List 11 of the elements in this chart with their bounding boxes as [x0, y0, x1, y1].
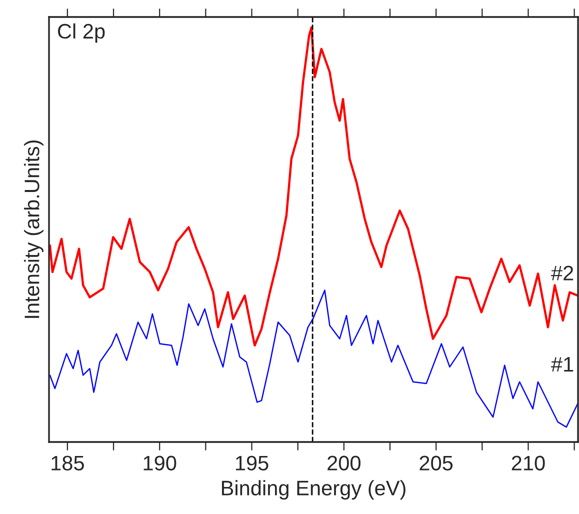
- x-tick-label: 205: [420, 456, 453, 470]
- x-tick-label: 190: [144, 456, 176, 470]
- x-tick-label: 185: [52, 456, 84, 470]
- x-tick-label: 195: [236, 456, 268, 470]
- x-axis-title: Binding Energy (eV): [222, 480, 406, 500]
- series-label: #1: [551, 357, 574, 372]
- y-axis-title: Intensity (arb.Units): [24, 140, 44, 318]
- annotation: Cl 2p: [58, 23, 105, 43]
- x-tick-label: 210: [512, 456, 545, 470]
- x-tick-label: 200: [328, 456, 360, 470]
- series-label: #2: [551, 266, 574, 280]
